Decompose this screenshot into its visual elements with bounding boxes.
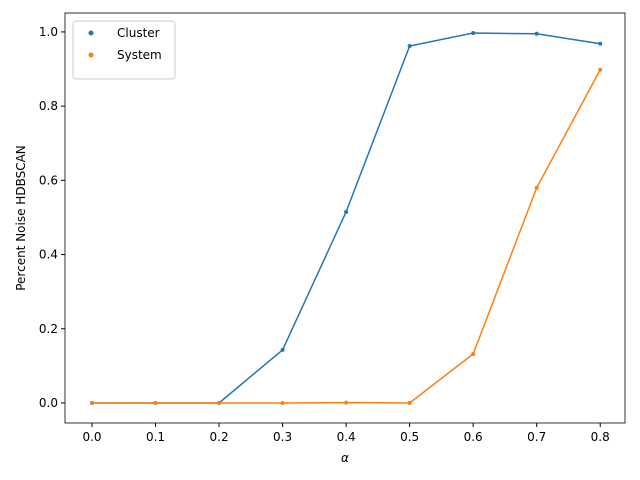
- data-point: [407, 400, 412, 405]
- y-tick-label: 0.4: [39, 248, 58, 262]
- x-tick-label: 0.1: [146, 430, 165, 444]
- x-tick-label: 0.2: [210, 430, 229, 444]
- x-axis-label: α: [341, 451, 349, 465]
- data-point: [344, 400, 349, 405]
- x-tick-label: 0.6: [464, 430, 483, 444]
- data-point: [280, 347, 285, 352]
- legend-marker: [88, 52, 94, 58]
- data-point: [407, 44, 412, 49]
- legend-label: System: [117, 48, 162, 62]
- x-tick-label: 0.4: [337, 430, 356, 444]
- y-tick-label: 0.6: [39, 173, 58, 187]
- data-point: [153, 400, 158, 405]
- y-axis-label: Percent Noise HDBSCAN: [14, 145, 28, 291]
- data-point: [598, 41, 603, 46]
- data-point: [471, 351, 476, 356]
- x-tick-label: 0.0: [82, 430, 101, 444]
- data-point: [280, 400, 285, 405]
- series-line: [91, 32, 601, 404]
- legend-box: [72, 20, 176, 80]
- legend-label: Cluster: [117, 26, 160, 40]
- y-tick-label: 0.0: [39, 396, 58, 410]
- data-point: [534, 31, 539, 36]
- x-tick-label: 0.3: [273, 430, 292, 444]
- plot-frame: [64, 12, 626, 424]
- data-point: [598, 67, 603, 72]
- data-point: [534, 185, 539, 190]
- x-tick-label: 0.5: [400, 430, 419, 444]
- data-point: [89, 400, 94, 405]
- data-point: [344, 209, 349, 214]
- data-point: [471, 31, 476, 36]
- series-line: [91, 69, 601, 404]
- x-tick-label: 0.8: [591, 430, 610, 444]
- x-tick-label: 0.7: [527, 430, 546, 444]
- y-tick-label: 0.8: [39, 99, 58, 113]
- data-point: [217, 400, 222, 405]
- legend-marker: [88, 30, 94, 36]
- y-tick-label: 1.0: [39, 25, 58, 39]
- y-tick-label: 0.2: [39, 322, 58, 336]
